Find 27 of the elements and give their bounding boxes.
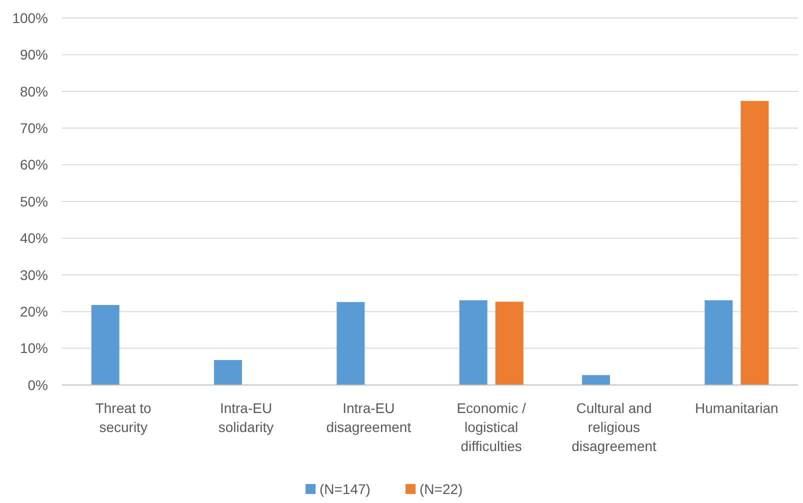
bar bbox=[495, 302, 524, 385]
legend-label: (N=22) bbox=[420, 480, 463, 497]
bar bbox=[459, 300, 488, 385]
y-tick-label: 40% bbox=[20, 230, 48, 246]
y-tick-label: 90% bbox=[20, 46, 48, 63]
x-tick-label: Intra-EU disagreement bbox=[326, 400, 412, 435]
y-tick-label: 80% bbox=[20, 83, 48, 100]
x-tick-label: Cultural and religious disagreement bbox=[572, 400, 657, 454]
bar bbox=[214, 360, 242, 385]
y-tick-label: 20% bbox=[20, 304, 48, 320]
x-tick-label: Humanitarian bbox=[695, 400, 778, 416]
y-tick-label: 0% bbox=[28, 376, 48, 393]
bar bbox=[336, 302, 365, 385]
bar bbox=[91, 304, 120, 385]
y-tick-label: 60% bbox=[20, 156, 48, 173]
y-tick-label: 50% bbox=[20, 193, 48, 210]
legend-label: (N=147) bbox=[320, 480, 370, 497]
x-tick-label: Intra-EU solidarity bbox=[218, 400, 274, 435]
x-tick-label: Threat to security bbox=[95, 400, 152, 435]
x-tick-label: Economic / logistical difficulties bbox=[456, 400, 526, 454]
bar bbox=[582, 375, 610, 385]
y-tick-label: 30% bbox=[20, 266, 48, 283]
bar bbox=[740, 100, 769, 385]
y-tick-label: 70% bbox=[20, 120, 48, 136]
y-tick-label: 10% bbox=[20, 340, 48, 356]
bar bbox=[704, 300, 733, 385]
y-tick-label: 100% bbox=[12, 10, 48, 26]
